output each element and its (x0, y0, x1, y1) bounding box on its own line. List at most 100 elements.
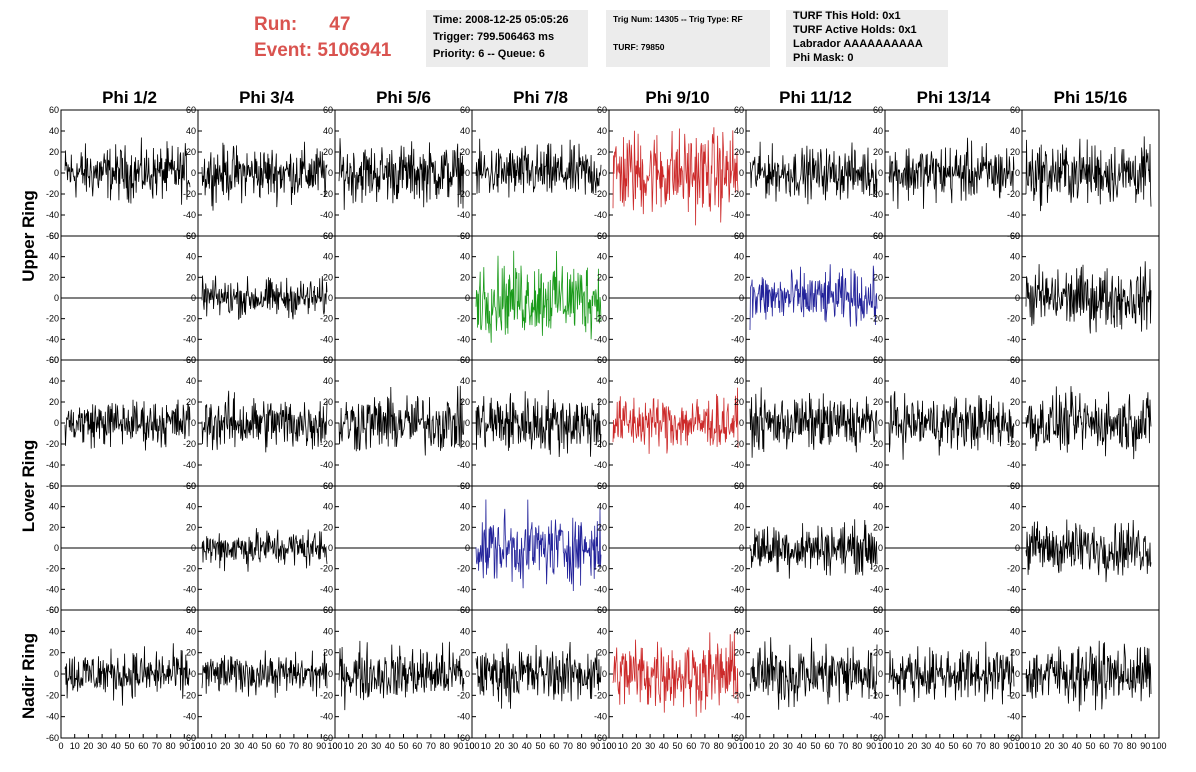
x-tick-label: 100 (738, 741, 753, 751)
x-tick-label: 70 (1113, 741, 1123, 751)
y-tick-label: 0 (602, 418, 607, 428)
x-tick-label: 90 (727, 741, 737, 751)
x-tick-label: 90 (1140, 741, 1150, 751)
y-tick-label: -40 (183, 210, 196, 220)
y-tick-label: -40 (1007, 210, 1020, 220)
waveform-trace (475, 499, 602, 592)
x-tick-label: 80 (714, 741, 724, 751)
y-tick-label: 20 (323, 648, 333, 658)
x-tick-label: 60 (275, 741, 285, 751)
y-tick-label: -40 (320, 460, 333, 470)
y-tick-label: -40 (320, 210, 333, 220)
x-tick-label: 20 (83, 741, 93, 751)
y-tick-label: -20 (1007, 439, 1020, 449)
x-tick-label: 100 (190, 741, 205, 751)
y-tick-label: -20 (731, 690, 744, 700)
y-tick-label: 20 (1010, 397, 1020, 407)
y-tick-label: 60 (734, 355, 744, 365)
y-tick-label: 20 (1010, 648, 1020, 658)
x-tick-label: 100 (327, 741, 342, 751)
y-tick-label: -40 (594, 712, 607, 722)
y-tick-label: 0 (1015, 418, 1020, 428)
waveform-trace (201, 528, 328, 572)
y-tick-label: 20 (1010, 522, 1020, 532)
y-tick-label: -60 (46, 355, 59, 365)
y-tick-label: -40 (1007, 584, 1020, 594)
y-tick-label: -40 (731, 712, 744, 722)
y-tick-label: -60 (46, 231, 59, 241)
y-tick-label: 20 (323, 522, 333, 532)
y-tick-label: 40 (873, 126, 883, 136)
y-tick-label: -60 (320, 733, 333, 743)
waveform-trace (201, 141, 328, 211)
turf-text: TURF: 79850 (613, 42, 665, 52)
trigger-info-box: Trig Num: 14305 -- Trig Type: RF TURF: 7… (606, 10, 770, 67)
column-header-phi-1-2: Phi 1/2 (102, 88, 157, 107)
y-tick-label: 40 (186, 252, 196, 262)
x-tick-label: 50 (261, 741, 271, 751)
y-tick-label: 60 (49, 231, 59, 241)
y-tick-label: 20 (49, 147, 59, 157)
x-tick-label: 30 (1058, 741, 1068, 751)
y-tick-label: -20 (1007, 690, 1020, 700)
x-tick-label: 30 (371, 741, 381, 751)
x-tick-label: 20 (357, 741, 367, 751)
y-tick-label: -20 (594, 690, 607, 700)
y-tick-label: 0 (878, 293, 883, 303)
y-tick-label: -20 (731, 314, 744, 324)
x-tick-label: 100 (464, 741, 479, 751)
y-tick-label: -40 (731, 210, 744, 220)
y-tick-label: 0 (878, 168, 883, 178)
y-tick-label: 0 (465, 293, 470, 303)
y-tick-label: 60 (49, 605, 59, 615)
y-tick-label: 0 (1015, 168, 1020, 178)
y-tick-label: -40 (870, 712, 883, 722)
x-tick-label: 10 (755, 741, 765, 751)
y-tick-label: 40 (597, 252, 607, 262)
event-value: 5106941 (317, 40, 392, 61)
waveform-trace (338, 138, 465, 210)
trigger-text: Trigger: 799.506463 ms (433, 31, 555, 43)
y-tick-label: 40 (49, 126, 59, 136)
waveform-panel (471, 485, 610, 611)
x-tick-label: 20 (494, 741, 504, 751)
y-tick-label: 40 (49, 626, 59, 636)
y-tick-label: 20 (49, 522, 59, 532)
y-tick-label: 0 (191, 418, 196, 428)
y-tick-label: -40 (457, 584, 470, 594)
y-tick-label: 40 (873, 376, 883, 386)
time-info-box: Time: 2008-12-25 05:05:26 Trigger: 799.5… (426, 10, 588, 67)
y-tick-label: -20 (1007, 564, 1020, 574)
waveform-trace (749, 637, 878, 710)
y-tick-label: 20 (873, 397, 883, 407)
x-tick-label: 90 (179, 741, 189, 751)
y-tick-label: -40 (1007, 460, 1020, 470)
waveform-trace (475, 390, 602, 458)
y-tick-label: 20 (49, 272, 59, 282)
y-tick-label: 0 (328, 168, 333, 178)
y-tick-label: -40 (46, 334, 59, 344)
x-tick-label: 0 (469, 741, 474, 751)
y-tick-label: 20 (734, 648, 744, 658)
x-tick-label: 0 (606, 741, 611, 751)
waveform-trace (1025, 136, 1152, 212)
y-tick-label: -20 (183, 564, 196, 574)
y-tick-label: 20 (323, 272, 333, 282)
y-tick-label: 0 (191, 669, 196, 679)
y-tick-label: 20 (597, 272, 607, 282)
x-tick-label: 90 (1003, 741, 1013, 751)
waveform-trace (475, 641, 602, 709)
y-tick-label: 60 (734, 231, 744, 241)
y-tick-label: -20 (320, 564, 333, 574)
y-tick-label: 40 (186, 126, 196, 136)
y-tick-label: -40 (320, 334, 333, 344)
y-tick-label: -20 (457, 564, 470, 574)
y-tick-label: 60 (1010, 105, 1020, 115)
x-tick-label: 100 (601, 741, 616, 751)
x-tick-label: 60 (824, 741, 834, 751)
y-tick-label: 0 (602, 168, 607, 178)
y-tick-label: -40 (594, 210, 607, 220)
x-tick-label: 30 (234, 741, 244, 751)
x-tick-label: 90 (453, 741, 463, 751)
y-tick-label: 60 (1010, 231, 1020, 241)
